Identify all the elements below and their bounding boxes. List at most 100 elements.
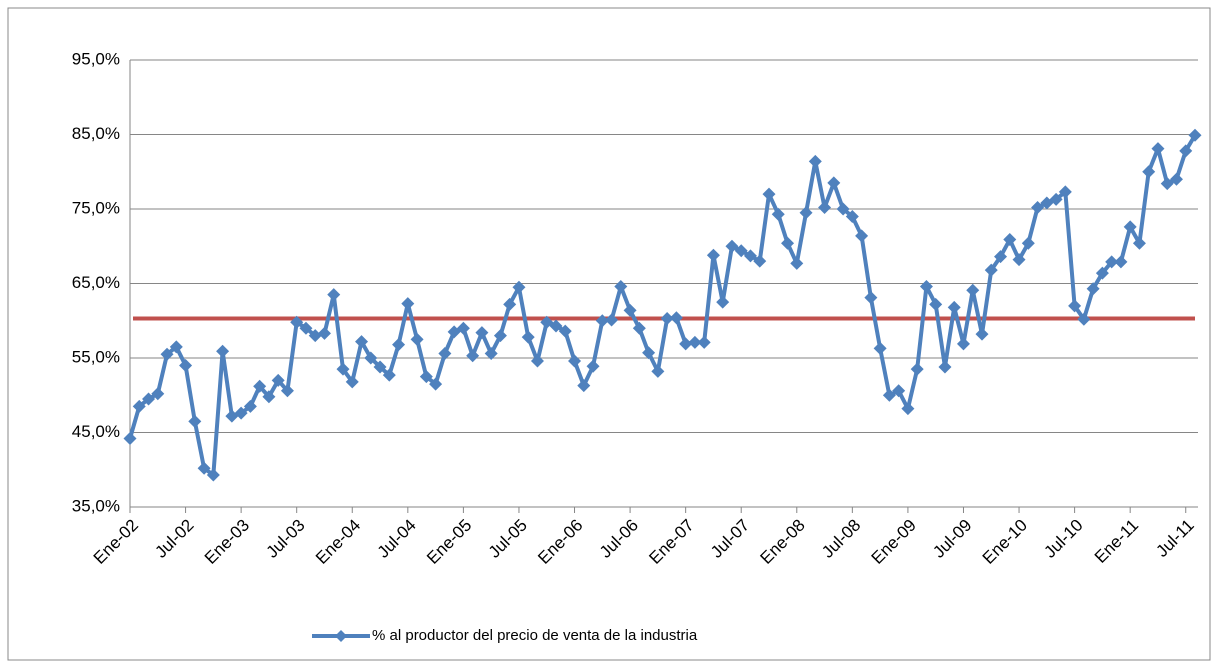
data-point	[669, 311, 683, 325]
data-point	[1003, 233, 1017, 247]
data-point	[762, 187, 776, 201]
data-point	[410, 332, 424, 346]
y-tick-label: 65,0%	[72, 273, 120, 292]
data-point	[743, 249, 757, 263]
data-point	[253, 379, 267, 393]
chart-frame	[7, 7, 1211, 661]
data-point	[892, 384, 906, 398]
y-tick-label: 55,0%	[72, 347, 120, 366]
data-point	[994, 250, 1008, 264]
y-tick-label: 45,0%	[72, 422, 120, 441]
data-point	[790, 256, 804, 270]
data-point	[771, 207, 785, 221]
data-point	[549, 319, 563, 333]
data-point	[864, 291, 878, 305]
data-point	[521, 330, 535, 344]
data-point	[1058, 185, 1072, 199]
data-point	[716, 295, 730, 309]
data-point	[493, 329, 507, 343]
y-tick-label: 95,0%	[72, 49, 120, 68]
data-point	[484, 347, 498, 361]
data-point	[910, 362, 924, 376]
data-point	[475, 326, 489, 340]
data-point	[818, 201, 832, 215]
data-point	[1105, 255, 1119, 269]
data-point	[1169, 172, 1183, 186]
data-point	[179, 358, 193, 372]
data-point	[595, 314, 609, 328]
data-point	[243, 399, 257, 413]
data-point	[697, 335, 711, 349]
data-point	[206, 468, 220, 482]
data-point	[1123, 220, 1137, 234]
data-point	[188, 414, 202, 428]
data-point	[966, 283, 980, 297]
data-point	[984, 263, 998, 277]
data-point	[651, 364, 665, 378]
data-point	[401, 297, 415, 311]
data-point	[438, 347, 452, 361]
data-point	[1095, 266, 1109, 280]
data-point	[568, 354, 582, 368]
data-point	[919, 279, 933, 293]
data-point	[419, 370, 433, 384]
data-point	[1142, 165, 1156, 179]
data-point	[151, 387, 165, 401]
data-point	[1021, 236, 1035, 250]
data-point	[1031, 201, 1045, 215]
data-point	[558, 324, 572, 338]
data-point	[429, 377, 443, 391]
data-point	[901, 402, 915, 416]
data-point	[605, 313, 619, 327]
data-point	[132, 399, 146, 413]
legend-marker	[335, 630, 347, 642]
data-point	[234, 406, 248, 420]
data-point	[734, 244, 748, 258]
data-point	[216, 344, 230, 358]
data-point	[725, 239, 739, 253]
data-point	[688, 335, 702, 349]
data-point	[169, 340, 183, 354]
data-point	[706, 248, 720, 262]
data-point	[753, 254, 767, 268]
data-point	[1086, 282, 1100, 296]
data-point	[280, 384, 294, 398]
data-point	[1179, 144, 1193, 158]
data-point	[938, 360, 952, 374]
y-tick-label: 35,0%	[72, 496, 120, 515]
data-point	[1151, 142, 1165, 156]
data-point	[679, 337, 693, 351]
data-point	[632, 321, 646, 335]
data-point	[503, 297, 517, 311]
data-point	[373, 360, 387, 374]
data-point	[882, 388, 896, 402]
data-point	[290, 315, 304, 329]
data-point	[336, 362, 350, 376]
data-point	[392, 338, 406, 352]
y-tick-label: 85,0%	[72, 124, 120, 143]
legend-label: % al productor del precio de venta de la…	[372, 627, 698, 644]
data-point	[160, 347, 174, 361]
data-point	[1077, 312, 1091, 326]
data-point	[317, 326, 331, 340]
data-point	[577, 379, 591, 393]
data-point	[197, 461, 211, 475]
data-point	[262, 390, 276, 404]
data-point	[1114, 255, 1128, 269]
data-point	[614, 279, 628, 293]
data-point	[271, 373, 285, 387]
data-point	[873, 341, 887, 355]
data-point	[142, 392, 156, 406]
data-point	[530, 354, 544, 368]
data-point	[1188, 128, 1202, 142]
data-point	[808, 154, 822, 168]
data-point	[466, 349, 480, 363]
data-point	[345, 375, 359, 389]
data-point	[1160, 177, 1174, 191]
data-point	[929, 297, 943, 311]
data-point	[623, 303, 637, 317]
data-point	[308, 329, 322, 343]
data-point	[956, 337, 970, 351]
data-point	[586, 359, 600, 373]
